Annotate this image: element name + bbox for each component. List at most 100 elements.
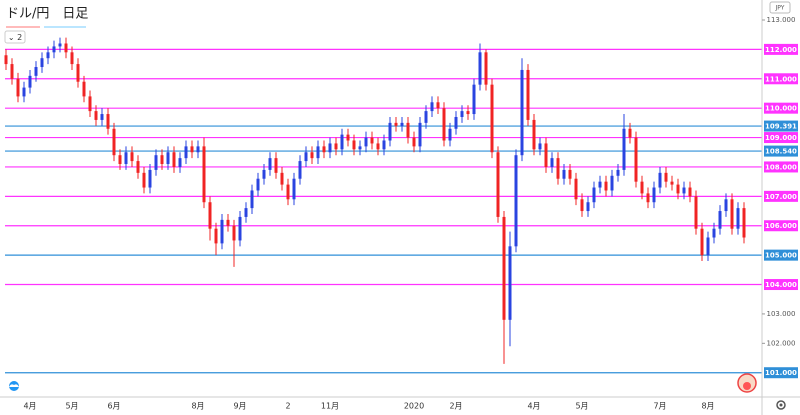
candle-body (250, 190, 254, 209)
candle-body (280, 172, 284, 185)
candle-body (382, 140, 386, 150)
y-tick-label: 103.000 (767, 310, 796, 318)
price-label: 104.000 (765, 281, 797, 289)
candle-body (172, 152, 176, 167)
indicator-count[interactable]: ⌄ 2 (8, 33, 22, 42)
candle-body (718, 211, 722, 229)
candle-body (628, 128, 632, 138)
candle-body (232, 225, 236, 241)
candle-body (448, 128, 452, 141)
candle-body (640, 181, 644, 194)
price-label: 111.000 (765, 75, 797, 83)
candle-body (676, 184, 680, 194)
candle-body (214, 228, 218, 244)
candle-body (94, 111, 98, 120)
candle-body (316, 146, 320, 159)
candle-body (508, 246, 512, 320)
candle-body (178, 158, 182, 167)
candle-body (196, 146, 200, 153)
x-tick-label: 11月 (321, 402, 339, 411)
indicator-toggle[interactable] (4, 30, 26, 44)
candle-body (394, 122, 398, 126)
candle-body (532, 119, 536, 150)
candle-body (544, 143, 548, 167)
candle-body (136, 161, 140, 173)
candle-body (304, 152, 308, 162)
x-tick-label: 4月 (527, 402, 540, 411)
candle-body (370, 137, 374, 144)
candle-body (100, 114, 104, 120)
candle-body (634, 137, 638, 182)
candle-body (190, 146, 194, 153)
x-tick-label: 2 (285, 402, 290, 411)
candle-body (130, 152, 134, 162)
candle-body (562, 169, 566, 179)
candle-body (472, 84, 476, 115)
candle-body (34, 67, 38, 76)
candle-body (664, 172, 668, 182)
avatar[interactable] (737, 373, 757, 393)
candles (4, 37, 746, 364)
candle-body (298, 161, 302, 179)
candle-body (220, 219, 224, 244)
candle-body (460, 111, 464, 117)
candle-body (568, 169, 572, 179)
candle-body (10, 64, 14, 79)
x-tick-label: 5月 (65, 402, 78, 411)
settings-icon[interactable] (776, 400, 786, 410)
candle-body (412, 137, 416, 147)
candle-body (142, 172, 146, 188)
price-label: 106.000 (765, 222, 797, 230)
candle-body (322, 146, 326, 153)
price-label: 105.000 (765, 252, 797, 260)
candle-body (208, 202, 212, 229)
candle-body (454, 116, 458, 129)
price-label: 109.391 (765, 123, 797, 131)
x-tick-label: 5月 (575, 402, 588, 411)
candle-body (106, 114, 110, 129)
candle-body (352, 140, 356, 150)
chart-title: ドル/円 日足 (6, 7, 88, 22)
candle-body (226, 219, 230, 226)
price-label-box (764, 145, 798, 157)
candle-body (430, 102, 434, 112)
candle-body (712, 228, 716, 238)
candle-body (64, 43, 68, 53)
price-label-box (764, 73, 798, 85)
candle-body (124, 152, 128, 165)
candle-body (184, 146, 188, 159)
candle-body (586, 202, 590, 212)
x-tick-label: 7月 (653, 402, 666, 411)
candle-body (646, 193, 650, 203)
price-label-box (764, 132, 798, 144)
price-label-box (764, 120, 798, 132)
candle-body (598, 181, 602, 188)
candle-body (16, 78, 20, 97)
candle-body (388, 122, 392, 141)
candle-body (622, 128, 626, 170)
candle-body (328, 143, 332, 153)
candle-body (682, 187, 686, 194)
x-tick-label: 8月 (701, 402, 714, 411)
price-label-box (764, 161, 798, 173)
y-tick-label: 102.000 (767, 339, 796, 347)
candle-body (268, 158, 272, 170)
candle-body (478, 52, 482, 85)
currency-box[interactable] (769, 1, 791, 14)
candle-body (688, 187, 692, 197)
candle-body (40, 58, 44, 68)
candle-body (52, 46, 56, 53)
candle-body (484, 52, 488, 85)
candle-body (418, 122, 422, 147)
price-label-box (764, 249, 798, 261)
price-label: 112.000 (765, 46, 797, 54)
candle-body (424, 111, 428, 123)
candle-body (70, 52, 74, 65)
x-tick-label: 9月 (233, 402, 246, 411)
candle-body (670, 181, 674, 185)
candle-body (436, 102, 440, 109)
candle-body (550, 158, 554, 167)
candle-body (442, 108, 446, 141)
